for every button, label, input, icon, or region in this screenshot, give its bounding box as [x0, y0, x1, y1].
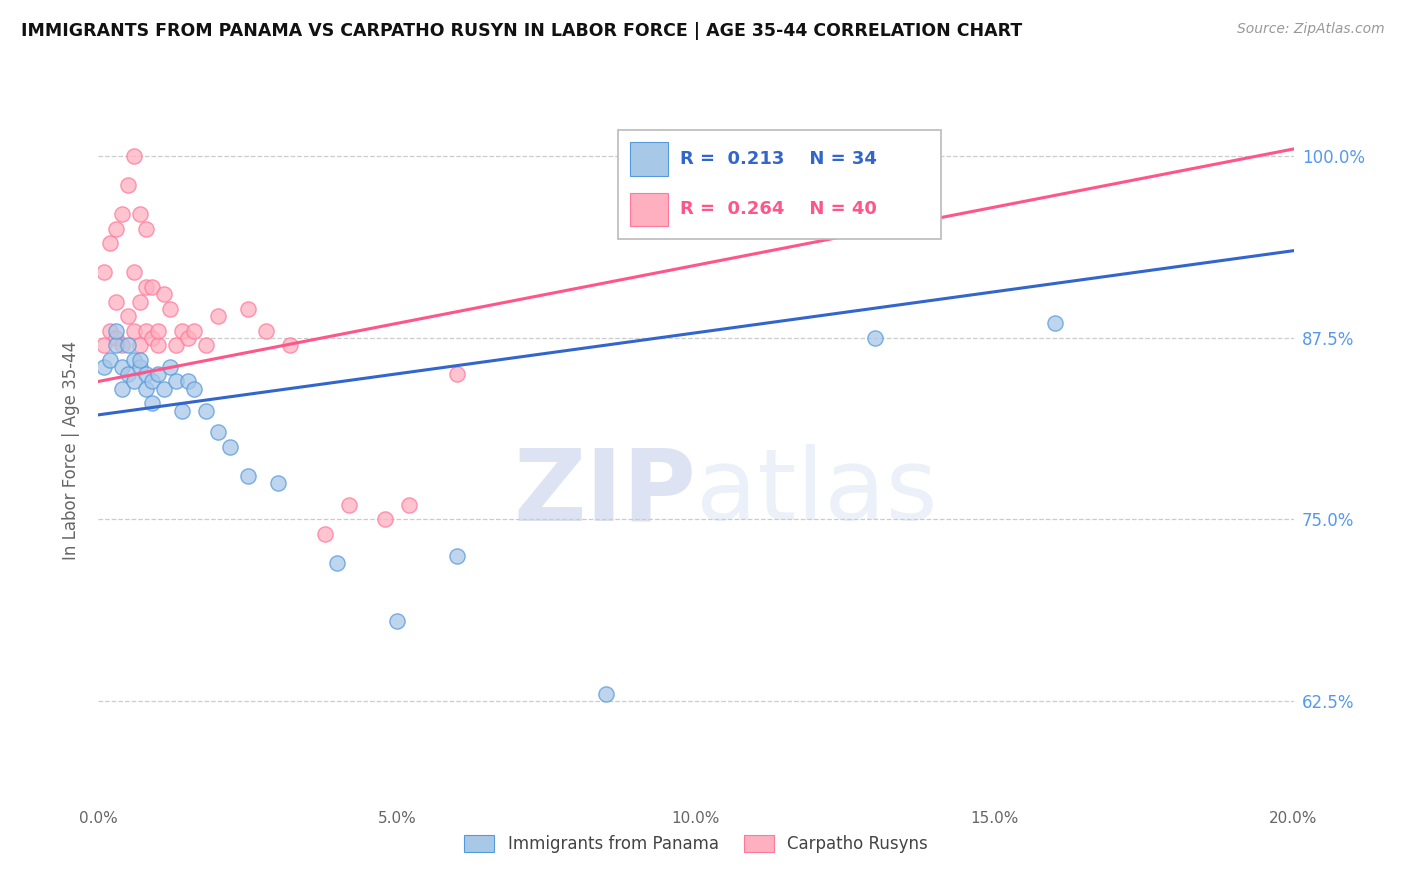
Point — [177, 375, 200, 389]
Point — [105, 338, 128, 352]
Point — [172, 403, 194, 417]
Point — [93, 338, 115, 352]
Legend: Immigrants from Panama, Carpatho Rusyns: Immigrants from Panama, Carpatho Rusyns — [456, 827, 936, 862]
Point — [195, 403, 218, 417]
Point — [148, 324, 170, 338]
Y-axis label: In Labor Force | Age 35-44: In Labor Force | Age 35-44 — [62, 341, 80, 560]
Text: Source: ZipAtlas.com: Source: ZipAtlas.com — [1237, 22, 1385, 37]
FancyBboxPatch shape — [630, 193, 668, 227]
Point — [254, 324, 277, 338]
Point — [135, 222, 157, 236]
Point — [124, 265, 146, 279]
Point — [207, 309, 229, 323]
Point — [595, 687, 617, 701]
Point — [135, 324, 157, 338]
Point — [124, 352, 146, 367]
Point — [183, 382, 205, 396]
Point — [141, 396, 163, 410]
FancyBboxPatch shape — [630, 142, 668, 176]
Point — [98, 352, 122, 367]
Point — [141, 331, 163, 345]
Point — [105, 222, 128, 236]
Point — [446, 549, 468, 563]
Point — [159, 359, 181, 374]
Point — [124, 375, 146, 389]
Point — [111, 207, 134, 221]
Point — [135, 280, 157, 294]
Point — [111, 338, 134, 352]
Point — [141, 375, 163, 389]
Point — [117, 309, 139, 323]
Point — [117, 178, 139, 193]
Point — [278, 338, 301, 352]
Point — [105, 324, 128, 338]
Text: R =  0.213    N = 34: R = 0.213 N = 34 — [681, 150, 877, 168]
Point — [129, 359, 152, 374]
Point — [165, 338, 187, 352]
Point — [129, 338, 152, 352]
Point — [326, 556, 349, 570]
Point — [105, 294, 128, 309]
Point — [374, 512, 396, 526]
Text: R =  0.264    N = 40: R = 0.264 N = 40 — [681, 201, 877, 219]
Point — [129, 352, 152, 367]
Point — [124, 324, 146, 338]
Point — [117, 338, 139, 352]
Point — [339, 498, 361, 512]
Text: atlas: atlas — [696, 444, 938, 541]
Point — [148, 367, 170, 381]
Point — [135, 382, 157, 396]
Point — [267, 476, 290, 491]
Text: IMMIGRANTS FROM PANAMA VS CARPATHO RUSYN IN LABOR FORCE | AGE 35-44 CORRELATION : IMMIGRANTS FROM PANAMA VS CARPATHO RUSYN… — [21, 22, 1022, 40]
Point — [141, 280, 163, 294]
Point — [172, 324, 194, 338]
Point — [93, 359, 115, 374]
Text: ZIP: ZIP — [513, 444, 696, 541]
Point — [98, 236, 122, 251]
FancyBboxPatch shape — [619, 130, 941, 239]
Point — [98, 324, 122, 338]
Point — [148, 338, 170, 352]
Point — [165, 375, 187, 389]
Point — [236, 301, 259, 316]
Point — [398, 498, 420, 512]
Point — [111, 382, 134, 396]
Point — [183, 324, 205, 338]
Point — [135, 367, 157, 381]
Point — [111, 359, 134, 374]
Point — [105, 331, 128, 345]
Point — [385, 614, 409, 628]
Point — [195, 338, 218, 352]
Point — [93, 265, 115, 279]
Point — [153, 287, 176, 301]
Point — [446, 367, 468, 381]
Point — [177, 331, 200, 345]
Point — [117, 367, 139, 381]
Point — [315, 527, 337, 541]
Point — [1043, 316, 1066, 330]
Point — [207, 425, 229, 440]
Point — [159, 301, 181, 316]
Point — [153, 382, 176, 396]
Point — [124, 149, 146, 163]
Point — [129, 207, 152, 221]
Point — [129, 294, 152, 309]
Point — [236, 469, 259, 483]
Point — [219, 440, 242, 454]
Point — [865, 331, 887, 345]
